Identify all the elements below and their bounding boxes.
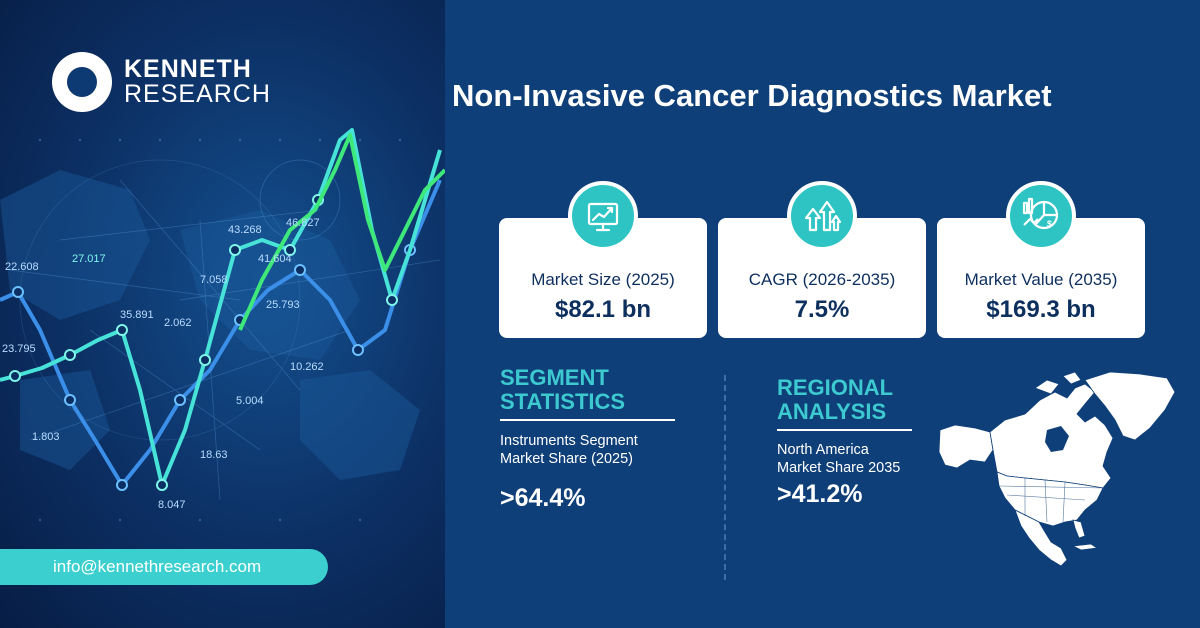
regional-title-underline — [777, 429, 912, 431]
bg-label: 46.827 — [286, 217, 320, 229]
financial-chart-background: 22.608 27.017 23.795 35.891 1.803 2.062 … — [0, 128, 445, 522]
bg-label: 41.604 — [258, 253, 292, 265]
segment-description: Instruments Segment Market Share (2025) — [500, 432, 638, 468]
regional-title-line-2: ANALYSIS — [777, 398, 887, 424]
bg-label: 1.803 — [32, 431, 60, 443]
regional-text-line-1: North America — [777, 442, 869, 458]
market-size-card: Market Size (2025) $82.1 bn — [499, 181, 707, 338]
segment-text-line-2: Market Share (2025) — [500, 451, 633, 468]
market-value-label: Market Value (2035) — [964, 270, 1118, 289]
logo-mark-icon — [52, 52, 112, 112]
market-value-chart-icon: $ — [1006, 181, 1076, 251]
bg-label: 23.795 — [2, 343, 36, 355]
market-value-value: $169.3 bn — [986, 296, 1096, 323]
regional-analysis-title: REGIONAL ANALYSIS — [777, 376, 893, 423]
bg-label: 25.793 — [266, 299, 300, 311]
market-size-value: $82.1 bn — [554, 296, 652, 323]
bg-label: 22.608 — [5, 261, 39, 273]
cagr-card: CAGR (2026-2035) 7.5% — [718, 181, 926, 338]
regional-share-value: >41.2% — [777, 480, 863, 508]
bg-label: 7.058 — [200, 274, 228, 286]
segment-title-line-2: STATISTICS — [500, 388, 626, 414]
market-size-label: Market Size (2025) — [531, 270, 675, 289]
bg-label: 5.004 — [236, 395, 264, 407]
page-title: Non-Invasive Cancer Diagnostics Market — [452, 78, 1052, 113]
segment-text-line-1: Instruments Segment — [500, 433, 638, 449]
hero-image-panel: 22.608 27.017 23.795 35.891 1.803 2.062 … — [0, 0, 445, 628]
cagr-label: CAGR (2026-2035) — [748, 270, 896, 289]
presentation-chart-icon — [568, 181, 638, 251]
bg-label: 8.047 — [158, 499, 186, 511]
logo-line-1: KENNETH — [124, 55, 252, 83]
bg-label: 10.262 — [290, 361, 324, 373]
market-value-card: $ Market Value (2035) $169.3 bn — [937, 181, 1145, 338]
segment-title-line-1: SEGMENT — [500, 365, 609, 390]
bg-label: 27.017 — [72, 253, 106, 265]
regional-text-line-2: Market Share 2035 — [777, 460, 901, 477]
bg-label: 43.268 — [228, 224, 262, 236]
cagr-value: 7.5% — [794, 296, 850, 323]
segment-statistics-title: SEGMENT STATISTICS — [500, 366, 625, 413]
bg-label: 35.891 — [120, 309, 154, 321]
segment-title-underline — [500, 419, 675, 421]
bg-label: 18.63 — [200, 449, 228, 461]
bg-label: 2.062 — [164, 317, 192, 329]
regional-title-line-1: REGIONAL — [777, 375, 894, 400]
regional-description: North America Market Share 2035 — [777, 441, 900, 477]
section-divider — [724, 375, 726, 580]
kenneth-research-logo: KENNETH RESEARCH — [52, 52, 271, 112]
segment-share-value: >64.4% — [500, 484, 586, 512]
north-america-map — [938, 371, 1176, 567]
svg-text:$: $ — [1047, 219, 1052, 229]
growth-arrows-icon — [787, 181, 857, 251]
contact-email-link[interactable]: info@kennethresearch.com — [0, 549, 328, 585]
logo-line-2: RESEARCH — [124, 80, 271, 108]
